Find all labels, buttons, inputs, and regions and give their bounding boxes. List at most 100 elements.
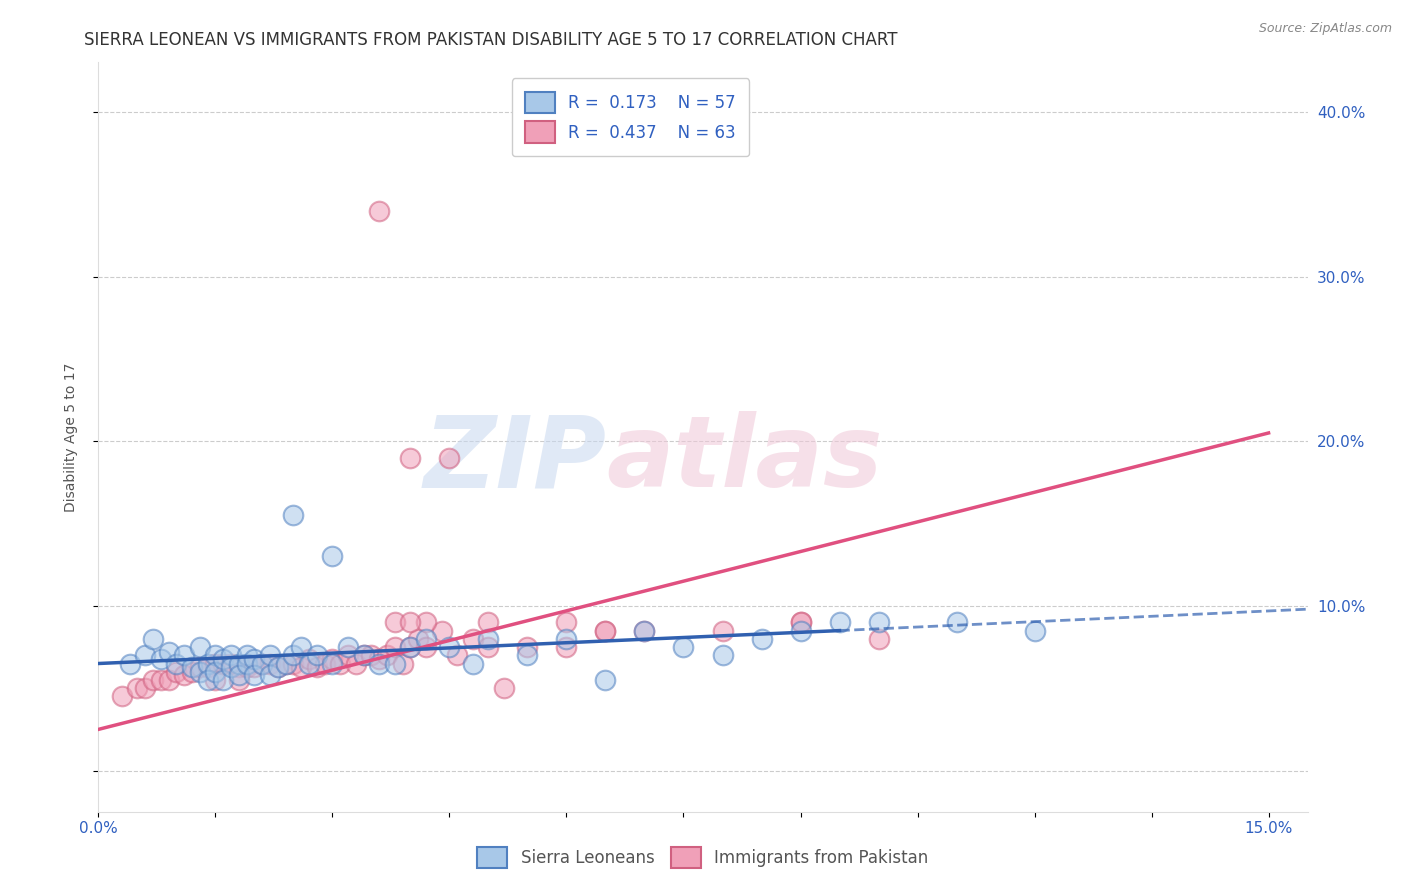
Point	[399, 615, 422, 630]
Point	[173, 668, 195, 682]
Point	[267, 660, 290, 674]
Point	[415, 640, 437, 654]
Y-axis label: Disability Age 5 to 17: Disability Age 5 to 17	[63, 362, 77, 512]
Point	[259, 657, 281, 671]
Point	[595, 624, 617, 638]
Point	[945, 615, 967, 630]
Point	[321, 657, 343, 671]
Point	[305, 660, 328, 674]
Point	[305, 648, 328, 663]
Text: SIERRA LEONEAN VS IMMIGRANTS FROM PAKISTAN DISABILITY AGE 5 TO 17 CORRELATION CH: SIERRA LEONEAN VS IMMIGRANTS FROM PAKIST…	[84, 31, 898, 49]
Point	[204, 657, 226, 671]
Point	[633, 624, 655, 638]
Point	[204, 665, 226, 679]
Point	[633, 624, 655, 638]
Point	[228, 668, 250, 682]
Point	[219, 648, 242, 663]
Point	[439, 450, 461, 465]
Point	[298, 657, 321, 671]
Point	[461, 632, 484, 646]
Point	[243, 651, 266, 665]
Point	[353, 648, 375, 663]
Text: ZIP: ZIP	[423, 411, 606, 508]
Point	[267, 660, 290, 674]
Point	[165, 657, 187, 671]
Point	[283, 657, 305, 671]
Point	[142, 673, 165, 687]
Point	[134, 648, 156, 663]
Point	[283, 508, 305, 523]
Point	[672, 640, 695, 654]
Point	[384, 640, 406, 654]
Point	[111, 690, 134, 704]
Point	[555, 615, 578, 630]
Point	[118, 657, 141, 671]
Point	[789, 615, 811, 630]
Point	[127, 681, 149, 696]
Point	[252, 657, 274, 671]
Point	[219, 660, 242, 674]
Point	[1024, 624, 1046, 638]
Point	[384, 657, 406, 671]
Point	[375, 648, 398, 663]
Point	[142, 632, 165, 646]
Point	[212, 673, 235, 687]
Point	[235, 657, 257, 671]
Point	[321, 651, 343, 665]
Point	[298, 651, 321, 665]
Point	[149, 673, 172, 687]
Point	[368, 203, 391, 218]
Point	[274, 657, 297, 671]
Point	[329, 657, 352, 671]
Point	[439, 640, 461, 654]
Point	[477, 615, 499, 630]
Point	[219, 657, 242, 671]
Point	[391, 657, 413, 671]
Point	[789, 615, 811, 630]
Point	[283, 648, 305, 663]
Point	[181, 660, 204, 674]
Point	[165, 665, 187, 679]
Point	[368, 657, 391, 671]
Point	[711, 624, 734, 638]
Point	[314, 657, 336, 671]
Point	[181, 665, 204, 679]
Point	[751, 632, 773, 646]
Legend: R =  0.173    N = 57, R =  0.437    N = 63: R = 0.173 N = 57, R = 0.437 N = 63	[512, 78, 749, 156]
Legend: Sierra Leoneans, Immigrants from Pakistan: Sierra Leoneans, Immigrants from Pakista…	[471, 840, 935, 875]
Point	[337, 640, 360, 654]
Point	[461, 657, 484, 671]
Point	[406, 632, 429, 646]
Point	[259, 648, 281, 663]
Point	[235, 648, 257, 663]
Point	[188, 665, 211, 679]
Point	[337, 648, 360, 663]
Point	[173, 648, 195, 663]
Point	[555, 640, 578, 654]
Point	[360, 648, 382, 663]
Point	[399, 640, 422, 654]
Point	[197, 673, 219, 687]
Point	[212, 651, 235, 665]
Point	[252, 657, 274, 671]
Point	[290, 660, 312, 674]
Point	[494, 681, 516, 696]
Point	[188, 640, 211, 654]
Text: atlas: atlas	[606, 411, 883, 508]
Point	[274, 657, 297, 671]
Point	[446, 648, 468, 663]
Point	[477, 632, 499, 646]
Point	[789, 624, 811, 638]
Point	[290, 640, 312, 654]
Point	[516, 640, 538, 654]
Point	[415, 615, 437, 630]
Point	[228, 660, 250, 674]
Point	[228, 657, 250, 671]
Point	[212, 657, 235, 671]
Point	[157, 673, 180, 687]
Point	[204, 673, 226, 687]
Point	[399, 640, 422, 654]
Point	[353, 648, 375, 663]
Point	[711, 648, 734, 663]
Point	[477, 640, 499, 654]
